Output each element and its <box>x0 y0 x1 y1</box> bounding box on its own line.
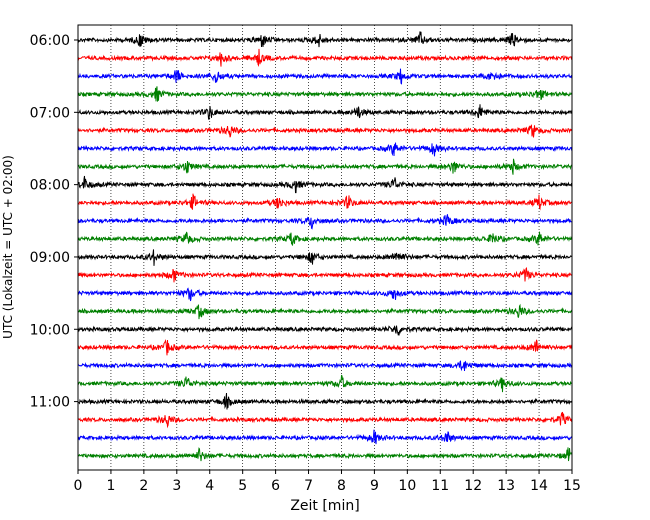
x-tick-label: 13 <box>497 478 515 494</box>
trace-10:30 <box>77 360 572 372</box>
trace-09:00 <box>77 249 573 266</box>
trace-06:15 <box>77 48 573 68</box>
y-tick-label: 06:00 <box>30 33 70 49</box>
trace-06:00 <box>77 31 573 48</box>
x-tick-label: 2 <box>139 478 148 494</box>
x-tick-label: 0 <box>74 478 83 494</box>
x-tick-label: 4 <box>205 478 214 494</box>
plot-background <box>78 25 572 470</box>
trace-07:00 <box>77 104 573 120</box>
x-tick-label: 11 <box>431 478 449 494</box>
trace-11:45 <box>77 447 573 462</box>
x-tick-label: 3 <box>172 478 181 494</box>
trace-09:15 <box>77 267 573 283</box>
trace-11:00 <box>77 392 573 410</box>
x-tick-label: 15 <box>563 478 581 494</box>
x-tick-label: 8 <box>337 478 346 494</box>
x-axis-ticks: 0 1 2 3 4 5 6 7 8 9 10 11 12 13 14 15 <box>74 470 581 494</box>
trace-08:15 <box>77 193 573 211</box>
y-axis-label: UTC (Lokalzeit = UTC + 02:00) <box>1 155 15 339</box>
x-tick-label: 9 <box>370 478 379 494</box>
trace-09:45 <box>77 303 573 320</box>
y-axis-ticks: 06:00 07:00 08:00 09:00 10:00 11:00 <box>30 33 78 411</box>
trace-10:45 <box>77 374 573 393</box>
x-axis-label: Zeit [min] <box>290 498 359 514</box>
trace-09:30 <box>77 287 573 302</box>
trace-07:45 <box>77 158 573 175</box>
x-tick-label: 7 <box>304 478 313 494</box>
plot-frame <box>77 24 573 471</box>
trace-11:15 <box>77 411 573 429</box>
trace-07:15 <box>77 123 573 138</box>
trace-07:30 <box>77 142 573 157</box>
y-tick-label: 07:00 <box>30 105 70 121</box>
y-tick-label: 09:00 <box>30 250 70 266</box>
x-tick-label: 10 <box>398 478 416 494</box>
trace-10:00 <box>77 325 573 336</box>
vertical-grid <box>110 25 540 470</box>
x-tick-label: 6 <box>271 478 280 494</box>
trace-08:30 <box>77 214 573 230</box>
trace-06:30 <box>77 68 573 85</box>
trace-08:45 <box>77 231 573 246</box>
x-tick-label: 12 <box>464 478 482 494</box>
trace-06:45 <box>77 86 573 102</box>
traces <box>77 31 573 462</box>
trace-08:00 <box>77 175 573 194</box>
x-tick-label: 5 <box>238 478 247 494</box>
y-tick-label: 08:00 <box>30 178 70 194</box>
y-tick-label: 11:00 <box>30 395 70 411</box>
x-tick-label: 1 <box>106 478 115 494</box>
y-tick-label: 10:00 <box>30 322 70 338</box>
x-tick-label: 14 <box>530 478 548 494</box>
trace-11:30 <box>77 429 573 445</box>
trace-10:15 <box>77 338 573 356</box>
